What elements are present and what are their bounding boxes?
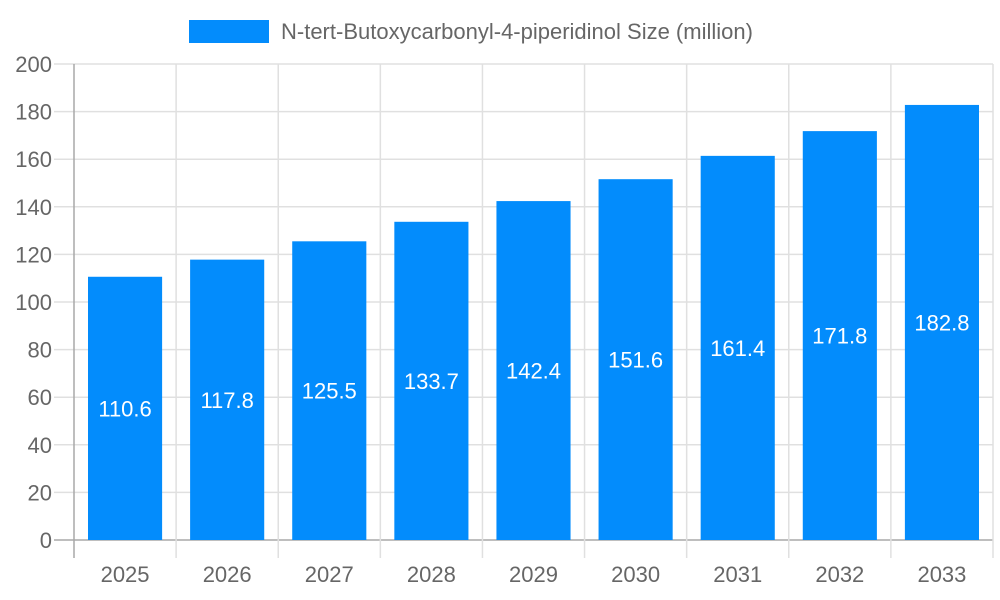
- y-tick-label: 20: [28, 480, 52, 505]
- x-tick-label: 2033: [917, 562, 966, 587]
- y-tick-label: 40: [28, 433, 52, 458]
- y-tick-label: 0: [40, 528, 52, 553]
- x-tick-label: 2028: [407, 562, 456, 587]
- data-label: 133.7: [404, 369, 459, 394]
- y-tick-label: 140: [15, 195, 52, 220]
- bar: [292, 241, 367, 540]
- x-tick-label: 2032: [815, 562, 864, 587]
- y-tick-label: 120: [15, 242, 52, 267]
- y-tick-label: 200: [15, 52, 52, 77]
- y-tick-label: 60: [28, 385, 52, 410]
- legend[interactable]: N-tert-Butoxycarbonyl-4-piperidinol Size…: [189, 19, 753, 44]
- legend-swatch: [189, 20, 269, 43]
- bar: [394, 221, 469, 540]
- data-label: 110.6: [98, 396, 151, 421]
- data-label: 117.8: [200, 388, 253, 413]
- data-label: 151.6: [608, 348, 663, 373]
- y-tick-label: 180: [15, 100, 52, 125]
- bars: 110.6 117.8 125.5 133.7 142.4 151.6 161.4 171.8…: [88, 104, 979, 541]
- x-tick-label: 2029: [509, 562, 558, 587]
- y-tick-label: 160: [15, 147, 52, 172]
- y-tick-label: 80: [28, 338, 52, 363]
- x-tick-label: 2027: [305, 562, 354, 587]
- bar: [88, 276, 163, 540]
- bar: [496, 201, 571, 540]
- x-tick-label: 2031: [713, 562, 762, 587]
- x-tick-label: 2025: [101, 562, 150, 587]
- bar: [700, 155, 775, 541]
- axes: 0 20 40 60 80 100 120 140 160 180 200 2025 2026 2027 2…: [15, 52, 966, 587]
- x-tick-label: 2026: [203, 562, 252, 587]
- data-label: 142.4: [506, 359, 561, 384]
- bar: [904, 104, 979, 540]
- y-tick-label: 100: [15, 290, 52, 315]
- data-label: 125.5: [302, 379, 357, 404]
- data-label: 182.8: [914, 310, 969, 335]
- legend-label: N-tert-Butoxycarbonyl-4-piperidinol Size…: [281, 19, 753, 44]
- bar: [598, 179, 673, 540]
- bar: [802, 131, 877, 540]
- data-label: 171.8: [812, 324, 867, 349]
- data-label: 161.4: [710, 336, 765, 361]
- bar: [190, 259, 265, 540]
- x-tick-label: 2030: [611, 562, 660, 587]
